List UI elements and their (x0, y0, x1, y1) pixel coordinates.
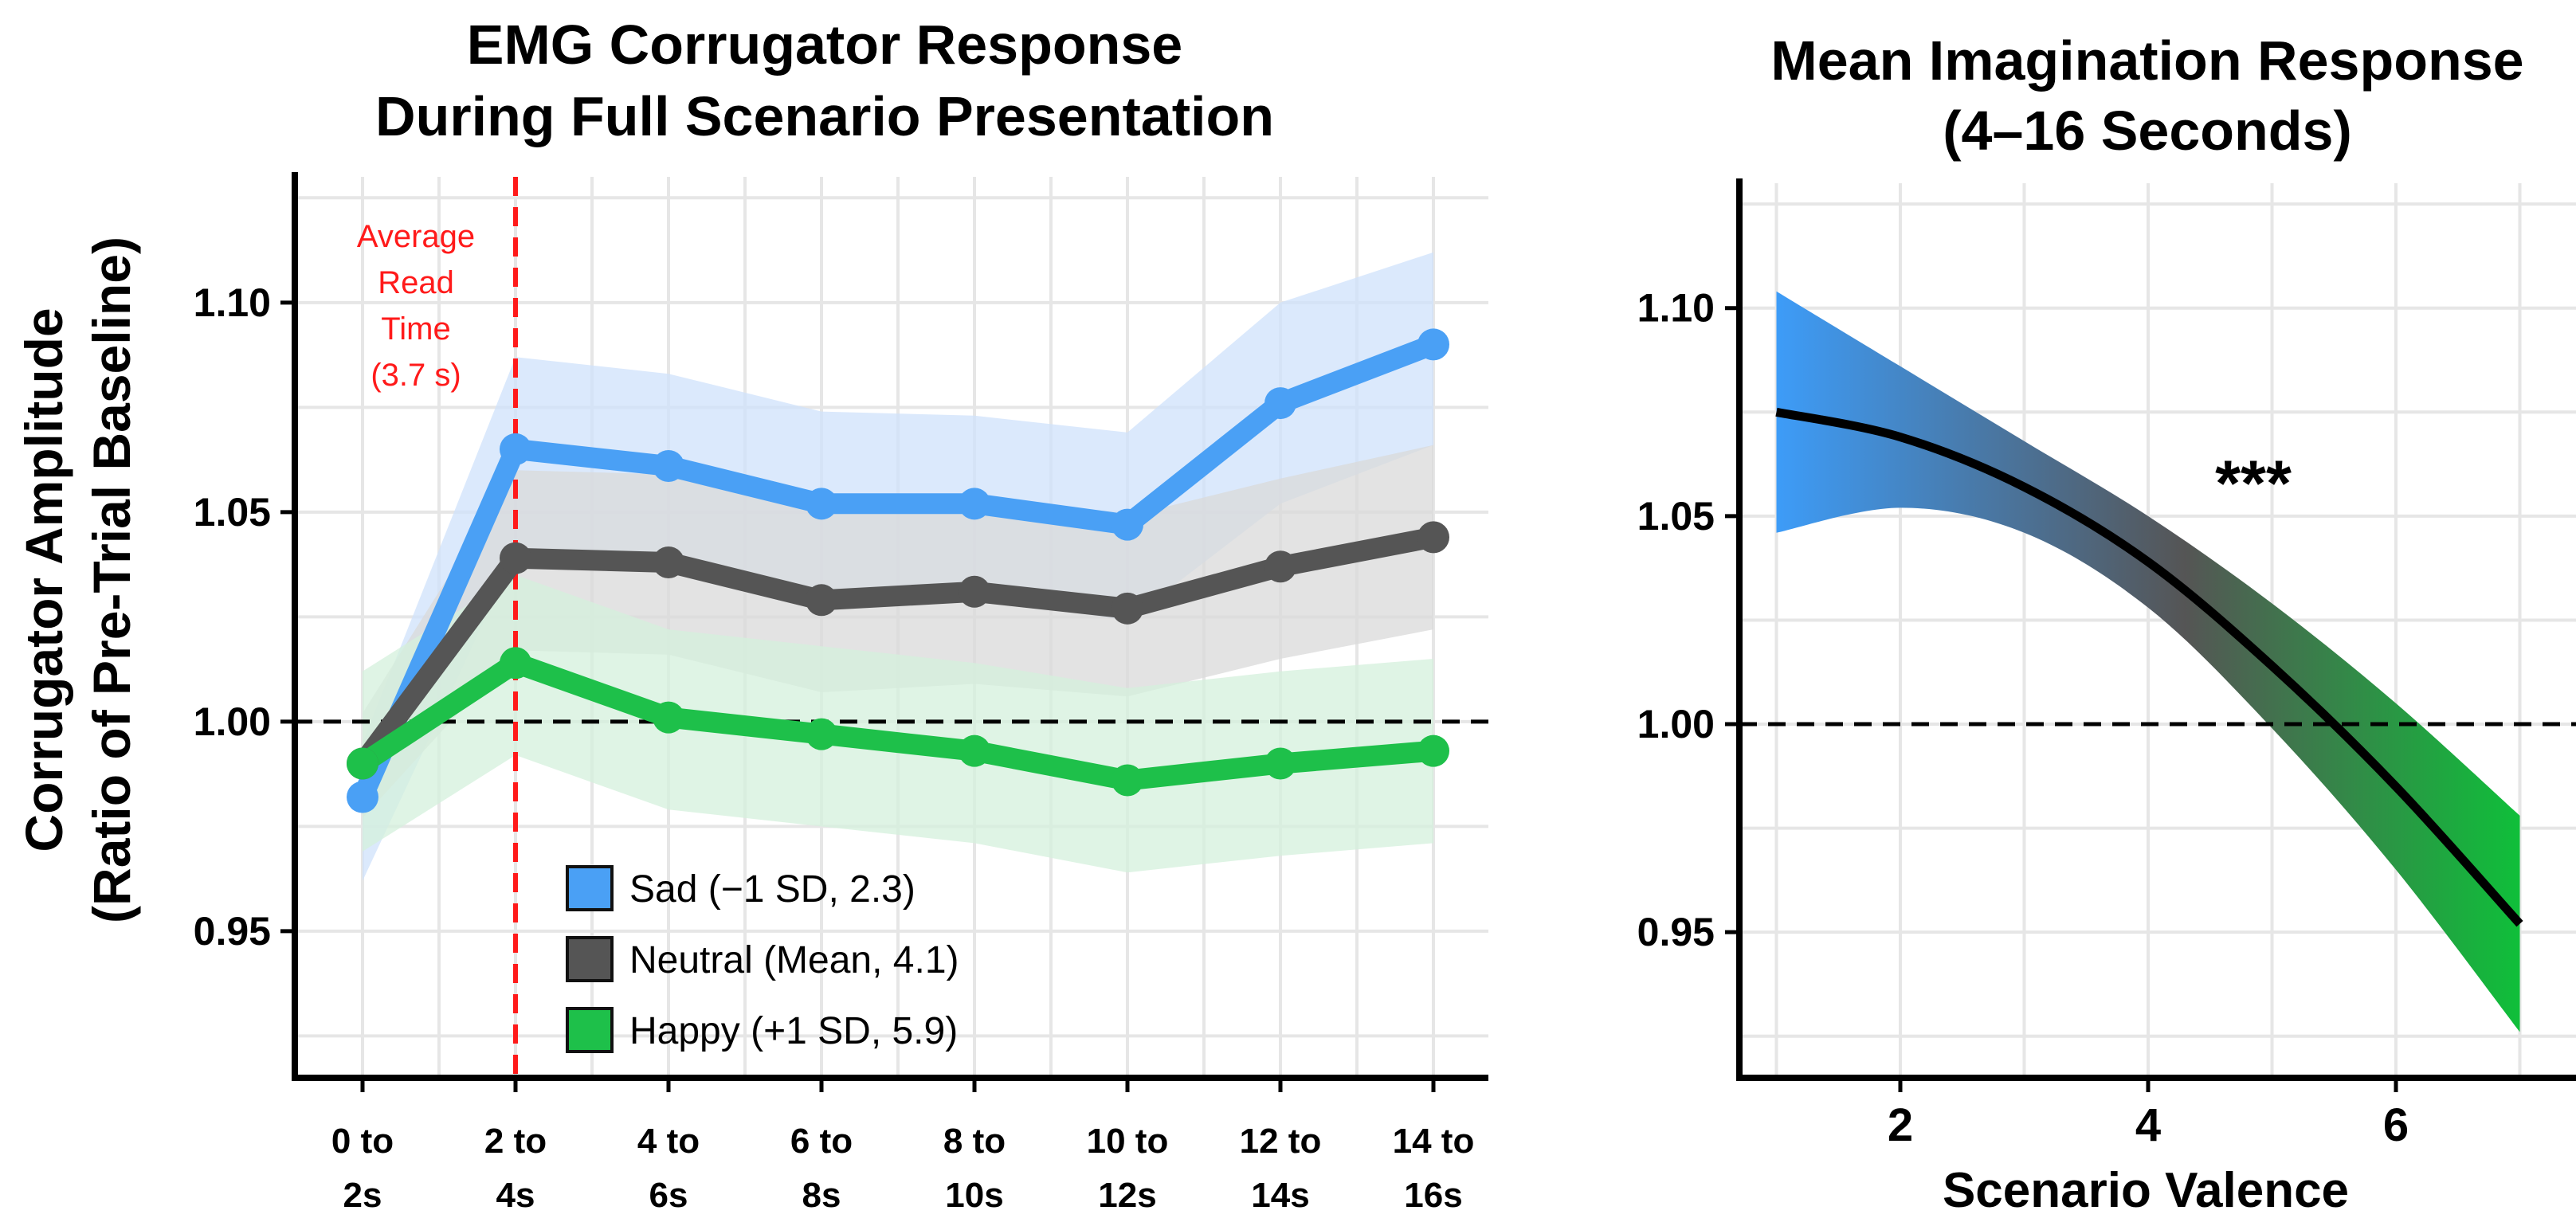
x-tick-label-line1: 2 to (484, 1122, 547, 1161)
data-point-neutral (806, 584, 837, 617)
right-y-tick-labels: 0.95 1.00 1.05 1.10 (1637, 286, 1715, 954)
right-gridlines (1739, 183, 2576, 1078)
left-confidence-bands (363, 252, 1433, 881)
data-point-neutral (1112, 592, 1143, 625)
data-point-sad (347, 781, 378, 813)
legend-label: Sad (−1 SD, 2.3) (629, 868, 916, 911)
y-tick-label: 1.10 (194, 280, 271, 325)
data-point-happy (1264, 747, 1296, 780)
confidence-band-neutral (363, 445, 1433, 818)
data-point-sad (806, 488, 837, 520)
x-tick-label-line2: 4s (496, 1176, 535, 1215)
x-tick-label-line1: 10 to (1087, 1122, 1169, 1161)
x-tick-label-line2: 14s (1251, 1176, 1309, 1215)
series-line-neutral (352, 527, 1444, 774)
left-series-points (347, 328, 1449, 813)
data-point-neutral (653, 546, 684, 578)
average-read-time-annotation: Average Read Time (3.7 s) (357, 219, 475, 393)
data-point-sad (500, 433, 531, 465)
data-point-sad (1112, 508, 1143, 541)
data-point-neutral (500, 542, 531, 574)
x-tick-label-line2: 10s (945, 1176, 1003, 1215)
y-axis-label-line1: Corrugator Amplitude (14, 307, 73, 852)
data-point-sad (653, 449, 684, 482)
y-tick-label: 1.00 (1637, 702, 1715, 746)
valence-confidence-band (1776, 291, 2520, 1032)
data-point-sad (1264, 387, 1296, 420)
x-tick-label-line1: 14 to (1393, 1122, 1475, 1161)
data-point-happy (806, 718, 837, 750)
series-line-happy (352, 652, 1444, 791)
read-time-label-line: (3.7 s) (371, 358, 461, 393)
x-tick-label-line2: 2s (343, 1176, 382, 1215)
y-tick-label: 1.05 (194, 490, 271, 535)
data-point-neutral (1264, 550, 1296, 583)
left-axes (280, 172, 1488, 1092)
left-x-tick-labels: 0 to 2s 2 to 4s 4 to 6s 6 to 8s 8 to 10s 10 to 12s 1… (331, 1122, 1474, 1215)
confidence-band-happy (363, 574, 1433, 873)
y-tick-label: 1.00 (194, 699, 271, 744)
x-tick-label: 2 (1888, 1099, 1913, 1151)
x-tick-label-line1: 8 to (943, 1122, 1006, 1161)
x-tick-label-line1: 4 to (637, 1122, 700, 1161)
left-chart-title-line2: During Full Scenario Presentation (375, 85, 1274, 147)
x-tick-label-line2: 16s (1404, 1176, 1462, 1215)
legend-swatch-neutral (566, 936, 614, 982)
x-tick-label-line1: 6 to (790, 1122, 853, 1161)
y-tick-label: 0.95 (1637, 910, 1715, 954)
x-tick-label-line2: 6s (649, 1176, 688, 1215)
y-axis-label-line2: (Ratio of Pre-Trial Baseline) (82, 237, 141, 923)
legend-label: Neutral (Mean, 4.1) (629, 939, 959, 981)
data-point-sad (1417, 328, 1449, 361)
read-time-label-line: Read (378, 265, 454, 300)
data-point-happy (1112, 764, 1143, 797)
left-chart-panel: EMG Corrugator Response During Full Scen… (14, 14, 1488, 1215)
data-point-happy (1417, 734, 1449, 767)
data-point-happy (500, 647, 531, 680)
legend-swatch-sad (566, 865, 614, 911)
x-tick-label: 4 (2135, 1099, 2161, 1151)
significance-stars: *** (2215, 448, 2292, 520)
right-chart-title-line1: Mean Imagination Response (1770, 29, 2523, 92)
y-tick-label: 0.95 (194, 909, 271, 954)
legend: Sad (−1 SD, 2.3) Neutral (Mean, 4.1) Happy… (566, 865, 959, 1053)
x-axis-label: Scenario Valence (1943, 1163, 2349, 1218)
valence-fit-line (1775, 407, 2523, 927)
series-line-sad (352, 334, 1444, 808)
data-point-happy (653, 701, 684, 734)
y-tick-label: 1.05 (1637, 494, 1715, 539)
data-point-neutral (959, 575, 990, 608)
data-point-neutral (1417, 521, 1449, 554)
left-chart-title-line1: EMG Corrugator Response (467, 14, 1182, 76)
read-time-label-line: Time (381, 311, 450, 347)
x-tick-label-line2: 12s (1098, 1176, 1156, 1215)
legend-swatch-happy (566, 1007, 614, 1053)
x-tick-label-line1: 0 to (331, 1122, 394, 1161)
x-tick-label-line2: 8s (802, 1176, 841, 1215)
legend-label: Happy (+1 SD, 5.9) (629, 1010, 958, 1052)
left-series-lines (352, 334, 1444, 808)
data-point-happy (347, 747, 378, 780)
data-point-sad (959, 488, 990, 520)
right-x-tick-labels: 2 4 6 (1888, 1099, 2409, 1151)
data-point-happy (959, 734, 990, 767)
x-tick-label: 6 (2383, 1099, 2409, 1151)
right-chart-panel: Mean Imagination Response (4–16 Seconds)… (1637, 29, 2576, 1218)
left-y-tick-labels: 0.95 1.00 1.05 1.10 (194, 280, 271, 954)
x-tick-label-line1: 12 to (1240, 1122, 1322, 1161)
right-chart-title-line2: (4–16 Seconds) (1943, 100, 2352, 162)
right-axes (1725, 178, 2576, 1092)
read-time-label-line: Average (357, 219, 475, 254)
y-tick-label: 1.10 (1637, 286, 1715, 331)
